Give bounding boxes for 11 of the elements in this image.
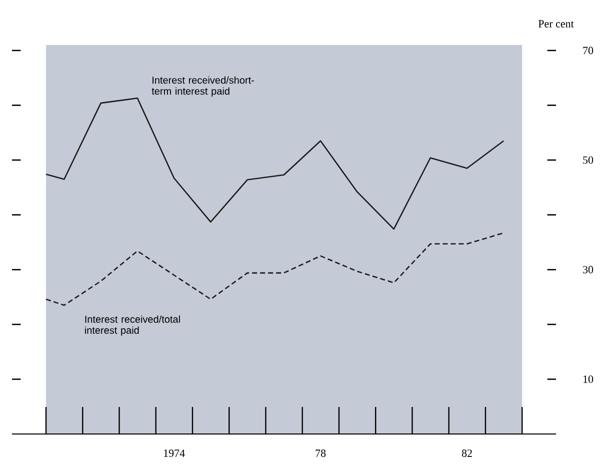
series-label: Interest received/short-term interest paid (152, 76, 254, 97)
x-tick-label: 1974 (164, 450, 185, 457)
y-tick-label: 50 (583, 156, 594, 164)
y-axis-title: Per cent (538, 20, 574, 28)
text: Interest received/total interest paid (85, 315, 180, 336)
x-tick-label: 78 (316, 450, 326, 457)
x-tick-label: 82 (462, 450, 472, 457)
line-series (45, 97, 504, 230)
y-tick-label: 30 (583, 266, 594, 274)
y-tick-label: 70 (583, 46, 594, 54)
y-tick-label: 10 (583, 376, 594, 383)
